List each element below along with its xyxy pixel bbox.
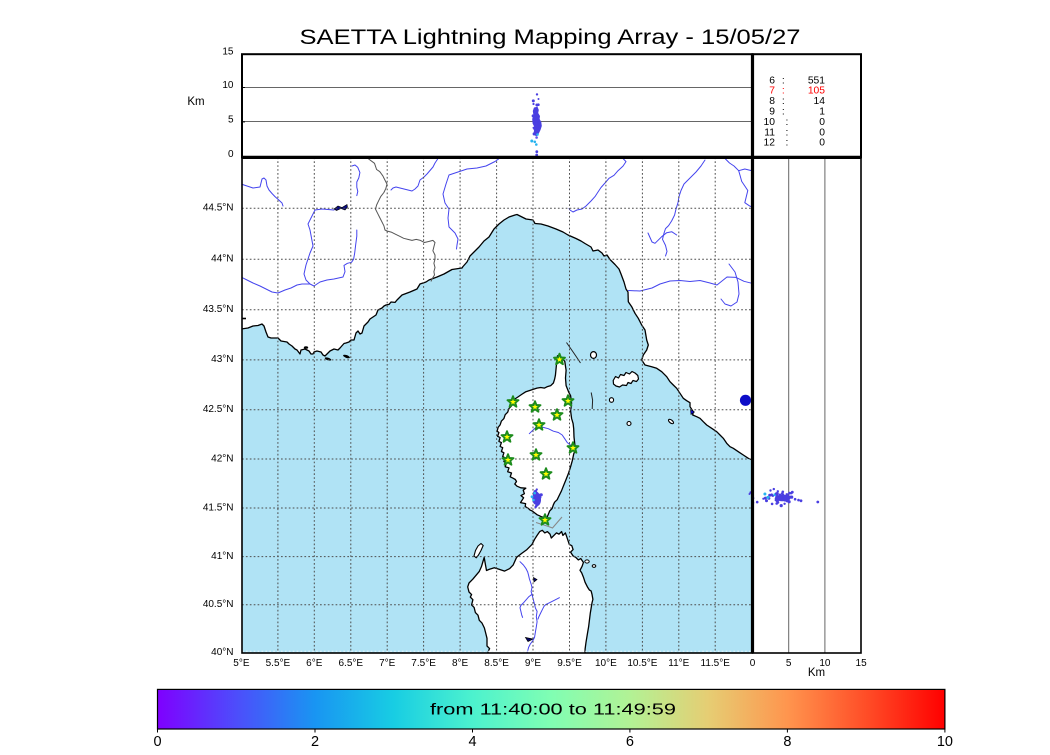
svg-text:551: 551 [808,75,825,86]
svg-text:0: 0 [153,734,161,750]
svg-text:11: 11 [764,127,775,138]
svg-text::: : [785,127,788,138]
svg-text:42°N: 42°N [211,453,233,464]
svg-text::: : [782,75,785,86]
svg-text:0: 0 [228,149,234,160]
svg-text:44.5°N: 44.5°N [203,203,234,214]
svg-text:10°E: 10°E [595,658,617,669]
svg-text:10: 10 [937,734,953,750]
svg-text:12: 12 [764,138,776,149]
svg-text:43°N: 43°N [211,354,233,365]
svg-text:6: 6 [769,75,775,86]
svg-text:8: 8 [769,96,775,107]
svg-text:0: 0 [819,138,825,149]
svg-text:10: 10 [764,117,776,128]
svg-text::: : [782,86,785,97]
svg-text:7°E: 7°E [379,658,396,669]
svg-text:9: 9 [769,107,775,118]
svg-text:15: 15 [222,47,234,58]
svg-text:40°N: 40°N [211,647,233,658]
svg-text:7: 7 [769,86,775,97]
svg-text:8°E: 8°E [452,658,469,669]
svg-text:5.5°E: 5.5°E [266,658,291,669]
svg-text:Km: Km [187,96,204,108]
svg-text:6.5°E: 6.5°E [339,658,364,669]
svg-text:0: 0 [819,117,825,128]
svg-text:40.5°N: 40.5°N [203,599,234,610]
svg-text:9.5°E: 9.5°E [557,658,582,669]
svg-text:15: 15 [856,658,868,669]
svg-text::: : [785,138,788,149]
svg-text:6°E: 6°E [306,658,323,669]
svg-text:from 11:40:00 to 11:49:59: from 11:40:00 to 11:49:59 [430,702,676,719]
svg-text:105: 105 [808,86,825,97]
svg-text:Km: Km [808,667,825,679]
svg-text:41.5°N: 41.5°N [203,502,234,513]
svg-text:7.5°E: 7.5°E [411,658,436,669]
svg-text:5: 5 [786,658,792,669]
svg-text:10.5°E: 10.5°E [627,658,657,669]
svg-text:44°N: 44°N [211,254,233,265]
svg-text:11.5°E: 11.5°E [701,658,731,669]
svg-text:8: 8 [783,734,791,750]
svg-text:9°E: 9°E [525,658,542,669]
svg-text:14: 14 [814,96,826,107]
svg-text:43.5°N: 43.5°N [203,304,234,315]
svg-text:4: 4 [468,734,476,750]
svg-text:10: 10 [222,80,234,91]
svg-text::: : [782,107,785,118]
svg-text:0: 0 [819,127,825,138]
svg-text:6: 6 [626,734,634,750]
svg-text:1: 1 [819,107,825,118]
svg-text:SAETTA Lightning Mapping Array: SAETTA Lightning Mapping Array - 15/05/2… [300,26,801,49]
svg-text:5°E: 5°E [233,658,250,669]
svg-text:0: 0 [750,658,756,669]
svg-text:41°N: 41°N [211,551,233,562]
svg-text:8.5°E: 8.5°E [484,658,509,669]
svg-text:5: 5 [228,114,234,125]
svg-text:42.5°N: 42.5°N [203,404,234,415]
svg-text:11°E: 11°E [668,658,689,669]
svg-text::: : [785,117,788,128]
svg-text::: : [782,96,785,107]
svg-text:10: 10 [819,658,831,669]
svg-text:2: 2 [311,734,319,750]
